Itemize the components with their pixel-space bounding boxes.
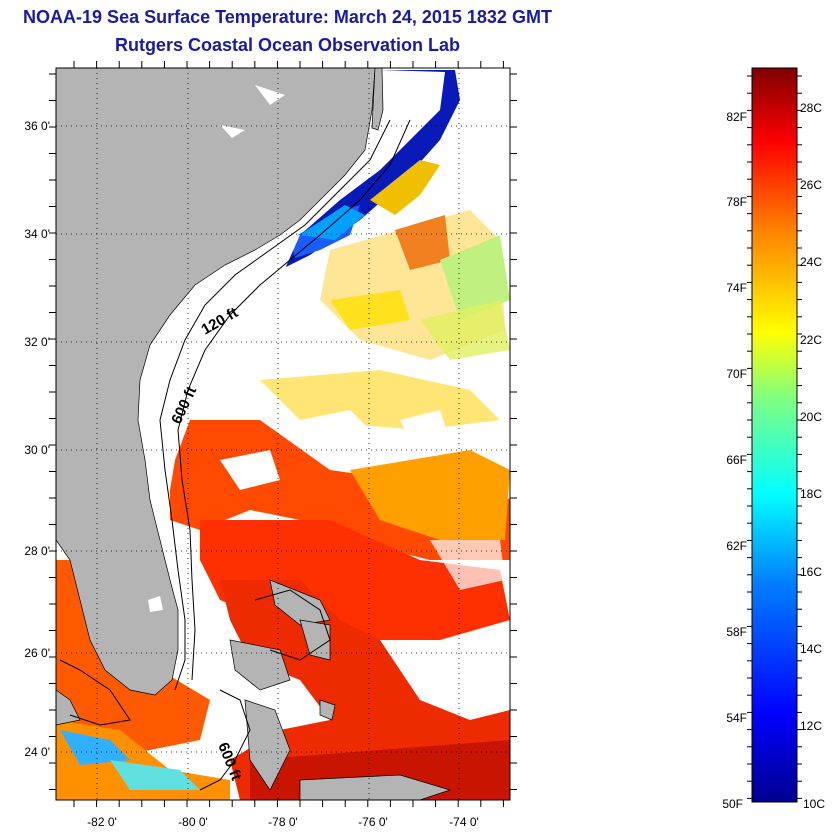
bathymetry-contours — [59, 119, 411, 791]
lat-tick-label: 26 0' — [24, 646, 50, 660]
fahrenheit-label: 58F — [726, 625, 747, 639]
colorbar-ticks — [747, 75, 802, 799]
map-plot-area: 120 ft 600 ft 600 ft — [56, 68, 510, 800]
map-title: NOAA-19 Sea Surface Temperature: March 2… — [23, 7, 552, 27]
celsius-label: 28C — [800, 101, 822, 115]
celsius-label: 10C — [803, 797, 825, 811]
celsius-label: 24C — [800, 255, 822, 269]
celsius-label: 12C — [800, 719, 822, 733]
latitude-axis: 36 0' 34 0' 32 0' 30 0' 28 0' 26 0' 24 0… — [24, 119, 50, 759]
celsius-label: 26C — [800, 178, 822, 192]
lat-tick-label: 34 0' — [24, 227, 50, 241]
graticule — [56, 68, 510, 800]
lat-tick-label: 24 0' — [24, 745, 50, 759]
fahrenheit-label: 62F — [726, 539, 747, 553]
lon-tick-label: -78 0' — [268, 815, 298, 829]
frame-ticks — [49, 61, 517, 807]
fahrenheit-label: 74F — [726, 281, 747, 295]
celsius-label: 20C — [800, 410, 822, 424]
fahrenheit-label: 54F — [726, 711, 747, 725]
longitude-axis: -82 0' -80 0' -78 0' -76 0' -74 0' — [87, 815, 479, 829]
colorbar-gradient — [751, 67, 798, 803]
celsius-label: 18C — [800, 487, 822, 501]
fahrenheit-label: 70F — [726, 367, 747, 381]
lat-tick-label: 36 0' — [24, 119, 50, 133]
celsius-label: 14C — [800, 642, 822, 656]
lon-tick-label: -74 0' — [449, 815, 479, 829]
fahrenheit-label: 50F — [722, 797, 743, 811]
lat-tick-label: 32 0' — [24, 335, 50, 349]
map-subtitle: Rutgers Coastal Ocean Observation Lab — [114, 35, 461, 55]
temperature-colorbar: 82F 78F 74F 70F 66F 62F 58F 54F 50F 28C … — [722, 67, 825, 811]
celsius-label: 22C — [800, 333, 822, 347]
fahrenheit-label: 66F — [726, 453, 747, 467]
lon-tick-label: -80 0' — [178, 815, 208, 829]
lon-tick-label: -76 0' — [358, 815, 388, 829]
lat-tick-label: 28 0' — [24, 544, 50, 558]
land-layer — [56, 68, 452, 800]
map-frame — [55, 67, 511, 801]
fahrenheit-label: 78F — [726, 195, 747, 209]
lon-tick-label: -82 0' — [87, 815, 117, 829]
celsius-label: 16C — [800, 565, 822, 579]
fahrenheit-label: 82F — [726, 110, 747, 124]
lat-tick-label: 30 0' — [24, 443, 50, 457]
inland-lakes — [148, 85, 285, 612]
